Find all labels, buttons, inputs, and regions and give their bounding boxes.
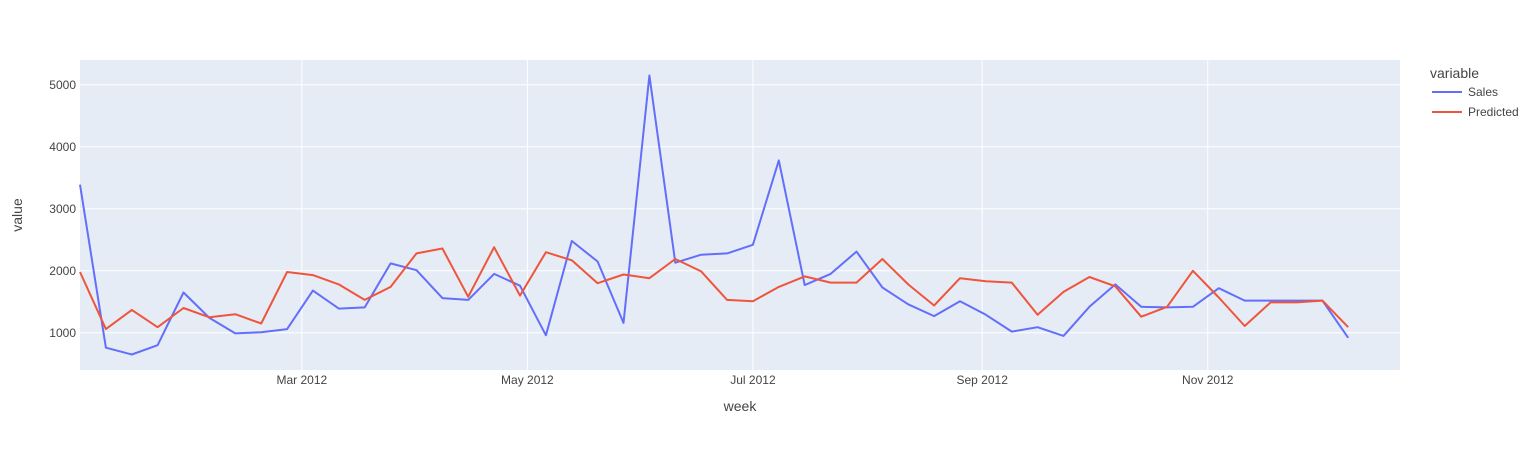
y-tick-labels: 1000 2000 3000 4000 5000: [49, 78, 76, 340]
x-axis-title: week: [723, 398, 758, 414]
x-tick-label: Mar 2012: [276, 373, 327, 387]
x-tick-label: Sep 2012: [956, 373, 1008, 387]
grid-lines: [80, 60, 1400, 370]
y-tick-label: 4000: [49, 140, 76, 154]
y-tick-label: 5000: [49, 78, 76, 92]
x-tick-label: May 2012: [501, 373, 554, 387]
series-line-predicted[interactable]: [79, 246, 1349, 331]
x-tick-label: Nov 2012: [1182, 373, 1234, 387]
y-tick-label: 2000: [49, 264, 76, 278]
series-line-sales[interactable]: [79, 74, 1350, 356]
y-axis-title: value: [9, 198, 25, 232]
legend-label-predicted[interactable]: Predicted: [1468, 105, 1519, 119]
x-tick-label: Jul 2012: [730, 373, 776, 387]
legend-label-sales[interactable]: Sales: [1468, 85, 1498, 99]
plot-background: [80, 60, 1400, 370]
y-tick-label: 1000: [49, 326, 76, 340]
y-tick-label: 3000: [49, 202, 76, 216]
x-tick-labels: Mar 2012 May 2012 Jul 2012 Sep 2012 Nov 2012: [276, 373, 1233, 387]
series-lines: [79, 74, 1350, 356]
legend-title: variable: [1430, 65, 1479, 81]
legend: variable Sales Predicted: [1430, 65, 1519, 119]
